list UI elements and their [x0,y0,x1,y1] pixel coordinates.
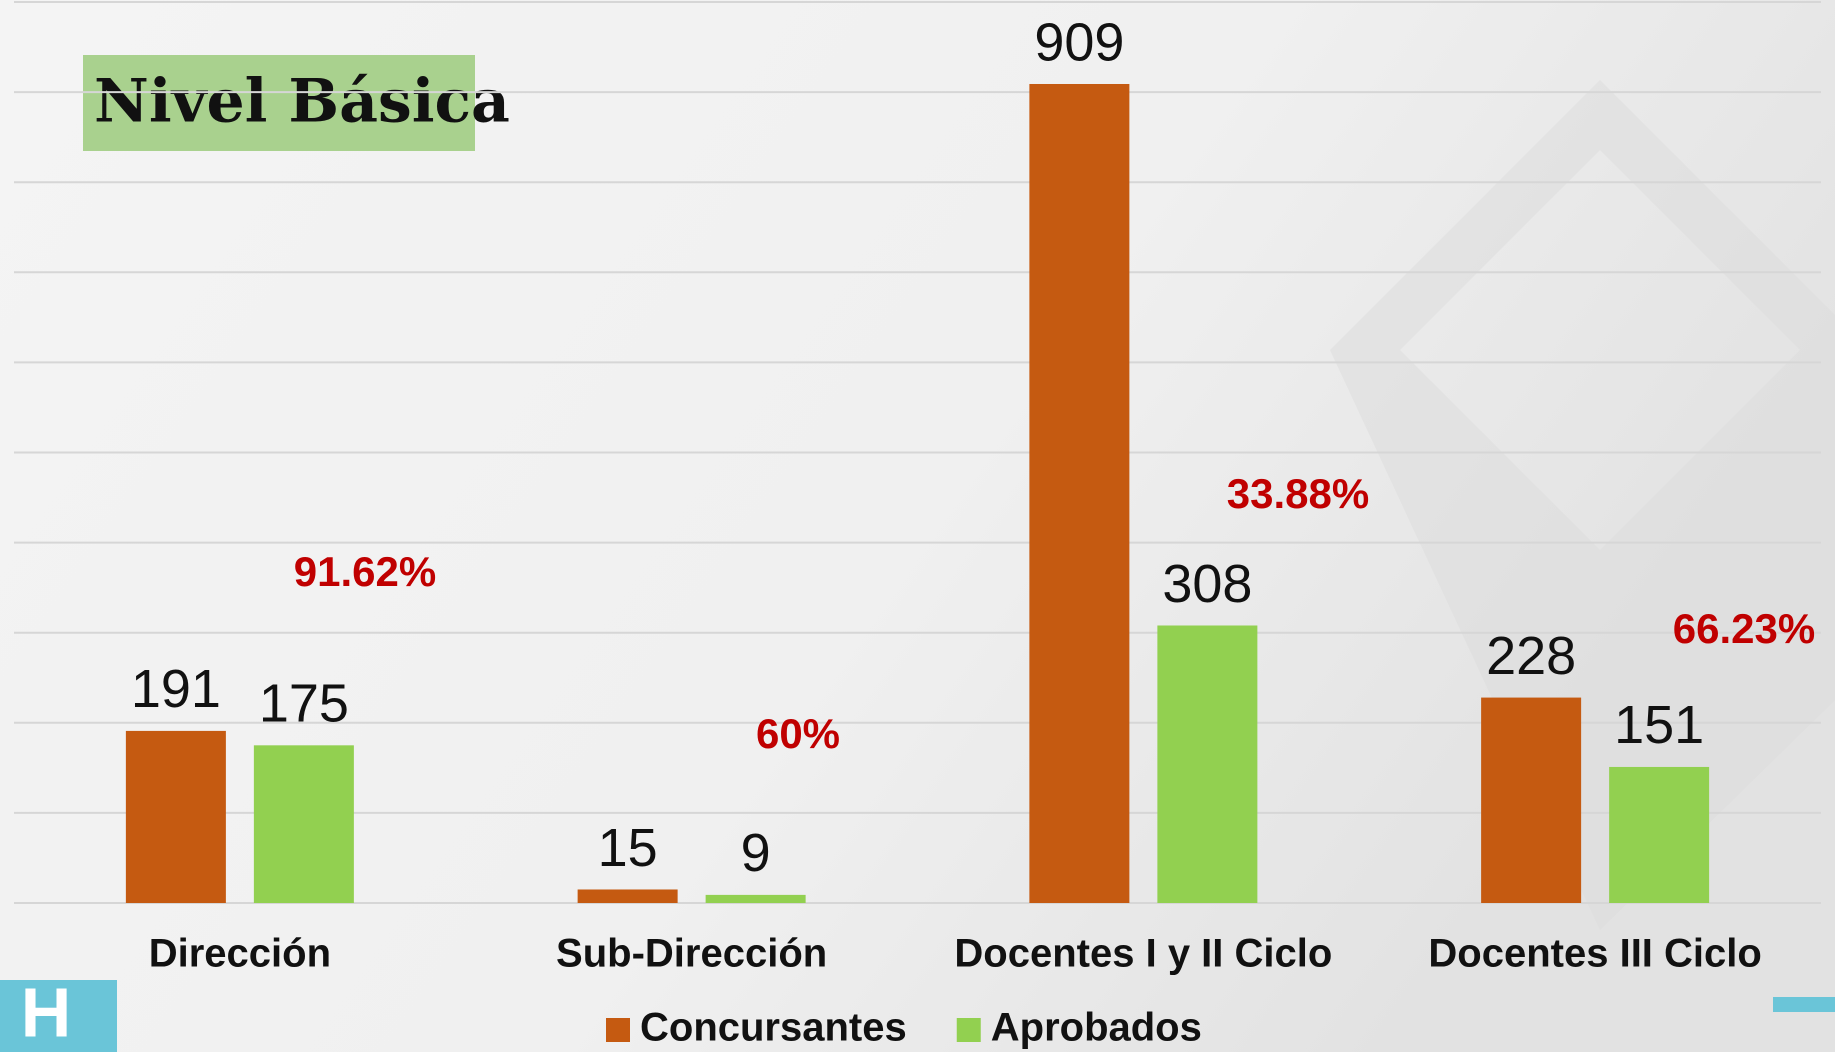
data-label: 15 [598,818,658,878]
title-box [83,55,475,151]
legend-swatch [956,1018,981,1042]
bar [1029,83,1130,904]
logo [0,980,117,1052]
bar [577,889,678,903]
annotation: 91.62% [294,548,436,595]
background-pattern [1330,80,1835,930]
bar [705,894,806,903]
legend-label: Aprobados [991,1006,1202,1050]
annotation: 66.23% [1673,605,1815,652]
x-tick-label: Dirección [149,932,331,976]
bar [1157,625,1258,903]
data-label: 909 [1034,12,1124,72]
x-tick-label: Docentes III Ciclo [1428,932,1761,976]
annotation: 60% [756,710,840,757]
annotation: 33.88% [1227,470,1369,517]
x-tick-label: Sub-Dirección [556,932,827,976]
chart-title: Nivel Básica [94,67,510,137]
data-label: 191 [131,659,221,719]
legend-label: Concursantes [640,1006,907,1050]
data-label: 9 [741,823,771,883]
bar [125,730,226,903]
bar [253,745,354,903]
data-label: 308 [1162,554,1252,614]
bar [1481,697,1582,903]
corner-bar [1773,997,1835,1012]
x-tick-label: Docentes I y II Ciclo [954,932,1332,976]
data-label: 175 [259,674,349,734]
bar [1609,766,1710,903]
data-label: 151 [1614,695,1704,755]
legend-swatch [606,1018,630,1042]
data-label: 228 [1486,626,1576,686]
logo-letter: H [21,973,72,1051]
